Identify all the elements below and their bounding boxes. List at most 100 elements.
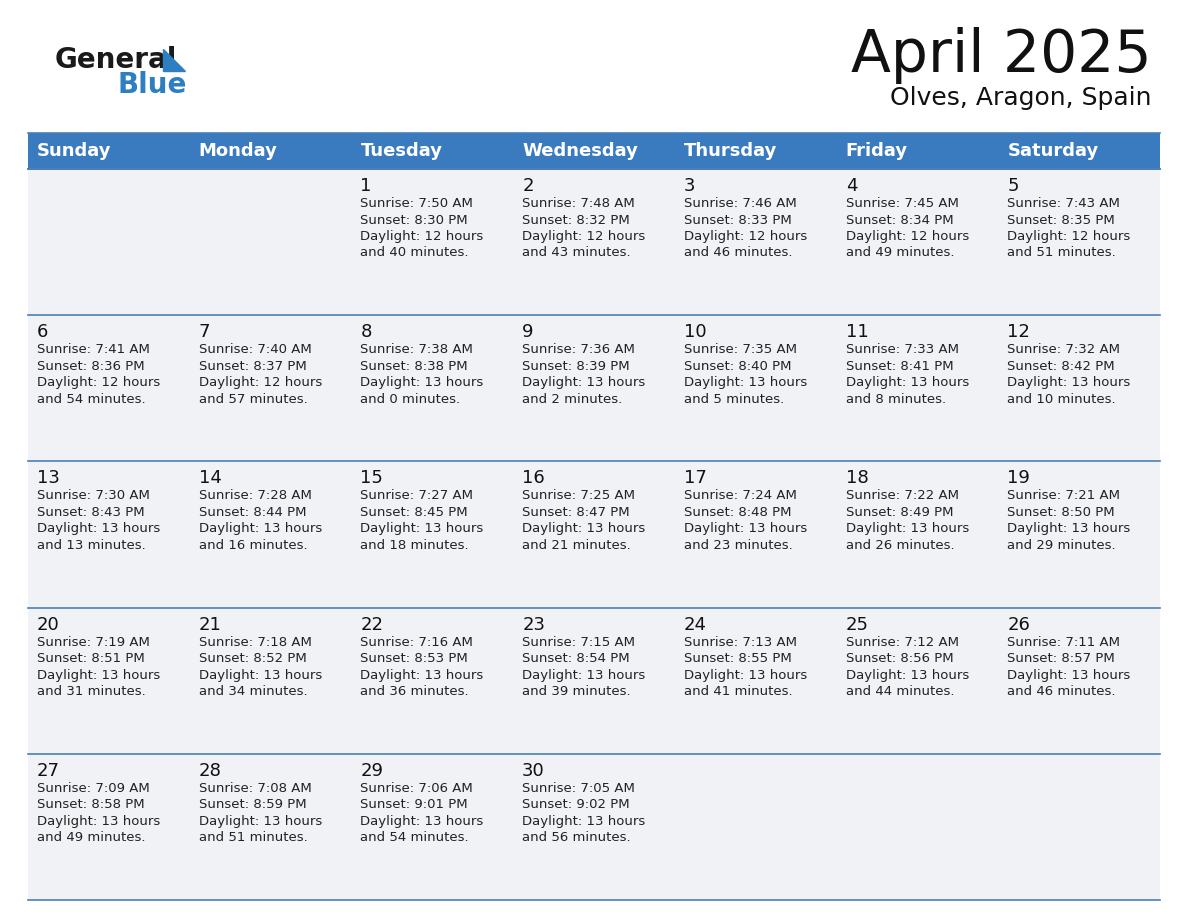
Text: Daylight: 13 hours: Daylight: 13 hours [684,522,807,535]
Text: 13: 13 [37,469,59,487]
Text: Sunrise: 7:25 AM: Sunrise: 7:25 AM [523,489,636,502]
Text: Daylight: 13 hours: Daylight: 13 hours [37,815,160,828]
Text: Sunrise: 7:41 AM: Sunrise: 7:41 AM [37,343,150,356]
Polygon shape [163,49,185,71]
Text: Daylight: 13 hours: Daylight: 13 hours [846,522,969,535]
Text: Sunset: 8:33 PM: Sunset: 8:33 PM [684,214,791,227]
Text: Sunrise: 7:36 AM: Sunrise: 7:36 AM [523,343,636,356]
Text: Sunday: Sunday [37,142,112,160]
Bar [29,169,190,315]
Text: Daylight: 12 hours: Daylight: 12 hours [846,230,969,243]
Text: and 31 minutes.: and 31 minutes. [37,685,146,698]
Text: and 34 minutes.: and 34 minutes. [198,685,308,698]
Bar [836,315,998,462]
Bar [998,754,1159,900]
Text: and 44 minutes.: and 44 minutes. [846,685,954,698]
Text: and 57 minutes.: and 57 minutes. [198,393,308,406]
Text: 9: 9 [523,323,533,341]
Text: Monday: Monday [198,142,278,160]
Text: Sunset: 8:37 PM: Sunset: 8:37 PM [198,360,307,373]
Bar [513,462,675,608]
Bar [352,169,513,315]
Text: Sunset: 8:57 PM: Sunset: 8:57 PM [1007,652,1116,666]
Text: Daylight: 13 hours: Daylight: 13 hours [1007,376,1131,389]
Text: 6: 6 [37,323,49,341]
Text: 22: 22 [360,616,384,633]
Text: Daylight: 13 hours: Daylight: 13 hours [684,376,807,389]
Text: Sunrise: 7:45 AM: Sunrise: 7:45 AM [846,197,959,210]
Text: 4: 4 [846,177,857,195]
Text: Daylight: 12 hours: Daylight: 12 hours [1007,230,1131,243]
Text: Sunrise: 7:27 AM: Sunrise: 7:27 AM [360,489,474,502]
Text: Daylight: 13 hours: Daylight: 13 hours [37,522,160,535]
Text: and 13 minutes.: and 13 minutes. [37,539,146,552]
Text: Daylight: 13 hours: Daylight: 13 hours [523,668,645,681]
Text: and 46 minutes.: and 46 minutes. [1007,685,1116,698]
Text: Daylight: 13 hours: Daylight: 13 hours [198,668,322,681]
Text: Sunset: 8:43 PM: Sunset: 8:43 PM [37,506,145,519]
Bar [190,315,352,462]
Text: Sunrise: 7:33 AM: Sunrise: 7:33 AM [846,343,959,356]
Text: and 8 minutes.: and 8 minutes. [846,393,946,406]
Text: Sunset: 8:34 PM: Sunset: 8:34 PM [846,214,953,227]
Text: Sunset: 8:49 PM: Sunset: 8:49 PM [846,506,953,519]
Text: Daylight: 13 hours: Daylight: 13 hours [846,376,969,389]
Text: Daylight: 13 hours: Daylight: 13 hours [360,815,484,828]
Bar [190,133,352,169]
Text: Sunset: 9:01 PM: Sunset: 9:01 PM [360,799,468,812]
Text: Daylight: 13 hours: Daylight: 13 hours [684,668,807,681]
Text: and 40 minutes.: and 40 minutes. [360,247,469,260]
Text: Sunset: 8:35 PM: Sunset: 8:35 PM [1007,214,1116,227]
Text: Sunrise: 7:35 AM: Sunrise: 7:35 AM [684,343,797,356]
Text: and 2 minutes.: and 2 minutes. [523,393,623,406]
Text: Sunset: 9:02 PM: Sunset: 9:02 PM [523,799,630,812]
Bar [998,608,1159,754]
Text: Friday: Friday [846,142,908,160]
Text: Sunset: 8:30 PM: Sunset: 8:30 PM [360,214,468,227]
Text: 20: 20 [37,616,59,633]
Bar [190,169,352,315]
Text: Sunrise: 7:40 AM: Sunrise: 7:40 AM [198,343,311,356]
Text: Sunrise: 7:38 AM: Sunrise: 7:38 AM [360,343,473,356]
Text: 29: 29 [360,762,384,779]
Text: Daylight: 13 hours: Daylight: 13 hours [37,668,160,681]
Bar [29,315,190,462]
Bar [998,315,1159,462]
Text: Daylight: 13 hours: Daylight: 13 hours [1007,668,1131,681]
Text: and 51 minutes.: and 51 minutes. [198,832,308,845]
Text: 12: 12 [1007,323,1030,341]
Text: and 18 minutes.: and 18 minutes. [360,539,469,552]
Text: and 26 minutes.: and 26 minutes. [846,539,954,552]
Text: 21: 21 [198,616,222,633]
Bar [998,462,1159,608]
Text: Tuesday: Tuesday [360,142,442,160]
Text: and 51 minutes.: and 51 minutes. [1007,247,1116,260]
Text: Sunrise: 7:32 AM: Sunrise: 7:32 AM [1007,343,1120,356]
Text: General: General [55,46,177,74]
Text: 14: 14 [198,469,222,487]
Text: Sunset: 8:47 PM: Sunset: 8:47 PM [523,506,630,519]
Bar [352,754,513,900]
Text: and 36 minutes.: and 36 minutes. [360,685,469,698]
Text: Sunrise: 7:43 AM: Sunrise: 7:43 AM [1007,197,1120,210]
Text: Sunset: 8:39 PM: Sunset: 8:39 PM [523,360,630,373]
Text: Sunset: 8:32 PM: Sunset: 8:32 PM [523,214,630,227]
Text: Blue: Blue [116,71,187,99]
Text: and 5 minutes.: and 5 minutes. [684,393,784,406]
Text: 23: 23 [523,616,545,633]
Text: 5: 5 [1007,177,1019,195]
Text: Sunrise: 7:09 AM: Sunrise: 7:09 AM [37,782,150,795]
Text: and 41 minutes.: and 41 minutes. [684,685,792,698]
Text: Daylight: 12 hours: Daylight: 12 hours [198,376,322,389]
Text: Daylight: 13 hours: Daylight: 13 hours [846,668,969,681]
Text: 2: 2 [523,177,533,195]
Bar [513,133,675,169]
Bar [998,133,1159,169]
Text: Sunrise: 7:50 AM: Sunrise: 7:50 AM [360,197,473,210]
Text: Sunrise: 7:18 AM: Sunrise: 7:18 AM [198,635,311,649]
Bar [190,608,352,754]
Bar [513,169,675,315]
Text: Daylight: 13 hours: Daylight: 13 hours [360,376,484,389]
Bar [836,754,998,900]
Text: Wednesday: Wednesday [523,142,638,160]
